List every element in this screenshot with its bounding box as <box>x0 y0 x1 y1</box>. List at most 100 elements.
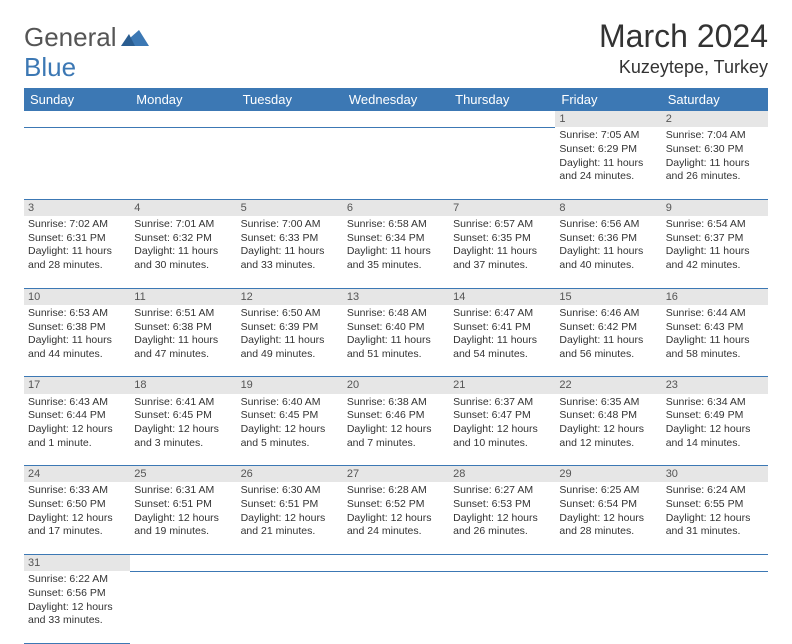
day-cell: Sunrise: 6:24 AMSunset: 6:55 PMDaylight:… <box>662 482 768 554</box>
day-number: 10 <box>24 288 130 305</box>
daylight-line: Daylight: 12 hours and 26 minutes. <box>453 512 551 539</box>
day-cell: Sunrise: 7:05 AMSunset: 6:29 PMDaylight:… <box>555 127 661 199</box>
day-cell: Sunrise: 6:46 AMSunset: 6:42 PMDaylight:… <box>555 305 661 377</box>
sunrise-line: Sunrise: 6:57 AM <box>453 218 551 232</box>
sunrise-line: Sunrise: 6:31 AM <box>134 484 232 498</box>
daynum-row: 17181920212223 <box>24 377 768 394</box>
empty-cell <box>449 111 555 127</box>
daylight-line: Daylight: 11 hours and 51 minutes. <box>347 334 445 361</box>
day-number: 25 <box>130 466 236 483</box>
title-block: March 2024 Kuzeytepe, Turkey <box>599 18 768 78</box>
content-row: Sunrise: 6:43 AMSunset: 6:44 PMDaylight:… <box>24 394 768 466</box>
daylight-line: Daylight: 12 hours and 28 minutes. <box>559 512 657 539</box>
weekday-header: Monday <box>130 88 236 111</box>
day-number: 12 <box>237 288 343 305</box>
sunrise-line: Sunrise: 6:40 AM <box>241 396 339 410</box>
day-number: 20 <box>343 377 449 394</box>
weekday-header: Saturday <box>662 88 768 111</box>
daylight-line: Daylight: 12 hours and 10 minutes. <box>453 423 551 450</box>
day-number: 6 <box>343 199 449 216</box>
empty-cell <box>555 571 661 643</box>
day-cell: Sunrise: 6:33 AMSunset: 6:50 PMDaylight:… <box>24 482 130 554</box>
day-number: 8 <box>555 199 661 216</box>
daynum-row: 31 <box>24 554 768 571</box>
sunset-line: Sunset: 6:37 PM <box>666 232 764 246</box>
sunset-line: Sunset: 6:52 PM <box>347 498 445 512</box>
day-cell: Sunrise: 6:34 AMSunset: 6:49 PMDaylight:… <box>662 394 768 466</box>
content-row: Sunrise: 6:22 AMSunset: 6:56 PMDaylight:… <box>24 571 768 643</box>
sunset-line: Sunset: 6:47 PM <box>453 409 551 423</box>
empty-cell <box>237 127 343 199</box>
daylight-line: Daylight: 11 hours and 49 minutes. <box>241 334 339 361</box>
day-cell: Sunrise: 7:02 AMSunset: 6:31 PMDaylight:… <box>24 216 130 288</box>
empty-cell <box>130 111 236 127</box>
sunset-line: Sunset: 6:51 PM <box>134 498 232 512</box>
sunset-line: Sunset: 6:42 PM <box>559 321 657 335</box>
logo-text-general: General <box>24 22 117 53</box>
daylight-line: Daylight: 11 hours and 37 minutes. <box>453 245 551 272</box>
sunset-line: Sunset: 6:50 PM <box>28 498 126 512</box>
sunset-line: Sunset: 6:35 PM <box>453 232 551 246</box>
daylight-line: Daylight: 11 hours and 42 minutes. <box>666 245 764 272</box>
empty-cell <box>237 111 343 127</box>
day-number: 22 <box>555 377 661 394</box>
sunset-line: Sunset: 6:51 PM <box>241 498 339 512</box>
logo-flag-icon <box>121 28 149 51</box>
day-number: 31 <box>24 554 130 571</box>
empty-cell <box>24 127 130 199</box>
sunrise-line: Sunrise: 6:46 AM <box>559 307 657 321</box>
sunset-line: Sunset: 6:32 PM <box>134 232 232 246</box>
sunset-line: Sunset: 6:44 PM <box>28 409 126 423</box>
daylight-line: Daylight: 11 hours and 24 minutes. <box>559 157 657 184</box>
day-cell: Sunrise: 6:28 AMSunset: 6:52 PMDaylight:… <box>343 482 449 554</box>
empty-cell <box>662 571 768 643</box>
daylight-line: Daylight: 12 hours and 7 minutes. <box>347 423 445 450</box>
empty-cell <box>449 571 555 643</box>
day-number: 26 <box>237 466 343 483</box>
daynum-row: 12 <box>24 111 768 127</box>
sunrise-line: Sunrise: 6:35 AM <box>559 396 657 410</box>
location: Kuzeytepe, Turkey <box>599 57 768 78</box>
day-number: 13 <box>343 288 449 305</box>
sunset-line: Sunset: 6:46 PM <box>347 409 445 423</box>
daynum-row: 24252627282930 <box>24 466 768 483</box>
day-number: 27 <box>343 466 449 483</box>
day-number: 14 <box>449 288 555 305</box>
daylight-line: Daylight: 11 hours and 33 minutes. <box>241 245 339 272</box>
weekday-header: Tuesday <box>237 88 343 111</box>
day-number: 17 <box>24 377 130 394</box>
sunrise-line: Sunrise: 7:01 AM <box>134 218 232 232</box>
daylight-line: Daylight: 12 hours and 12 minutes. <box>559 423 657 450</box>
sunset-line: Sunset: 6:38 PM <box>134 321 232 335</box>
sunset-line: Sunset: 6:39 PM <box>241 321 339 335</box>
daylight-line: Daylight: 12 hours and 17 minutes. <box>28 512 126 539</box>
empty-cell <box>449 127 555 199</box>
empty-cell <box>130 554 236 571</box>
daylight-line: Daylight: 12 hours and 31 minutes. <box>666 512 764 539</box>
day-number: 7 <box>449 199 555 216</box>
day-cell: Sunrise: 6:58 AMSunset: 6:34 PMDaylight:… <box>343 216 449 288</box>
calendar-body: 12Sunrise: 7:05 AMSunset: 6:29 PMDayligh… <box>24 111 768 643</box>
daylight-line: Daylight: 11 hours and 30 minutes. <box>134 245 232 272</box>
day-cell: Sunrise: 6:56 AMSunset: 6:36 PMDaylight:… <box>555 216 661 288</box>
sunrise-line: Sunrise: 6:22 AM <box>28 573 126 587</box>
sunrise-line: Sunrise: 6:25 AM <box>559 484 657 498</box>
empty-cell <box>237 571 343 643</box>
content-row: Sunrise: 6:33 AMSunset: 6:50 PMDaylight:… <box>24 482 768 554</box>
day-cell: Sunrise: 6:48 AMSunset: 6:40 PMDaylight:… <box>343 305 449 377</box>
day-number: 5 <box>237 199 343 216</box>
sunrise-line: Sunrise: 6:38 AM <box>347 396 445 410</box>
day-number: 2 <box>662 111 768 127</box>
daylight-line: Daylight: 12 hours and 1 minute. <box>28 423 126 450</box>
day-number: 15 <box>555 288 661 305</box>
empty-cell <box>343 554 449 571</box>
day-number: 16 <box>662 288 768 305</box>
daylight-line: Daylight: 11 hours and 47 minutes. <box>134 334 232 361</box>
sunset-line: Sunset: 6:43 PM <box>666 321 764 335</box>
month-title: March 2024 <box>599 18 768 55</box>
sunset-line: Sunset: 6:49 PM <box>666 409 764 423</box>
content-row: Sunrise: 7:05 AMSunset: 6:29 PMDaylight:… <box>24 127 768 199</box>
day-number: 28 <box>449 466 555 483</box>
sunset-line: Sunset: 6:41 PM <box>453 321 551 335</box>
sunrise-line: Sunrise: 7:05 AM <box>559 129 657 143</box>
